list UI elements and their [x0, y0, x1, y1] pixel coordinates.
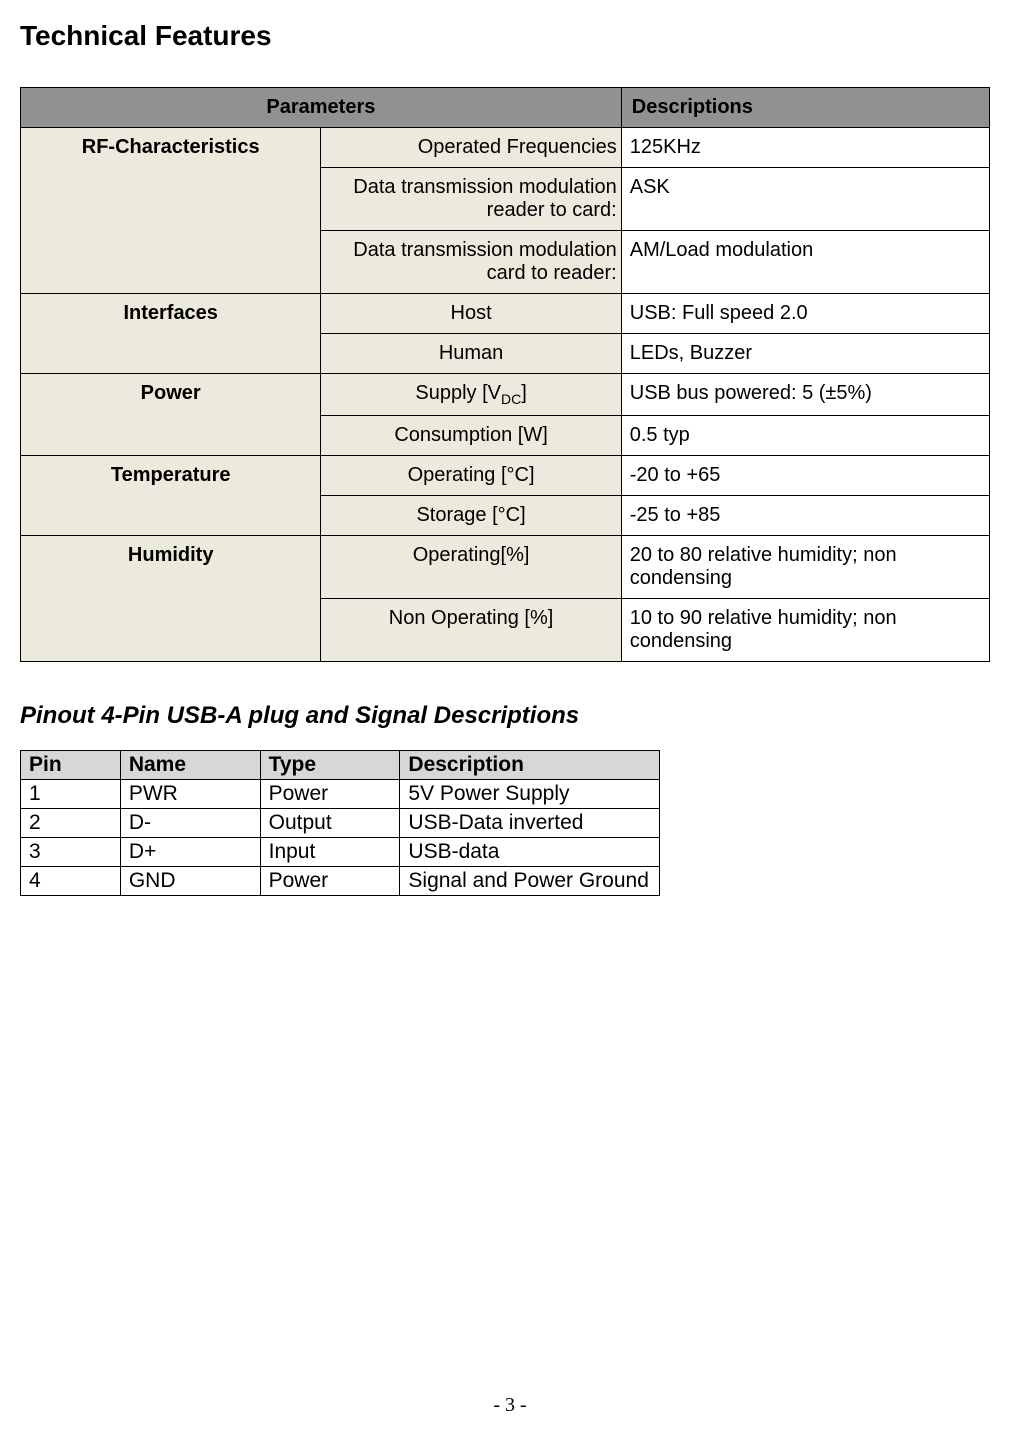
page-number: - 3 - — [0, 1394, 1020, 1417]
category-cell: RF-Characteristics — [21, 128, 321, 294]
param-cell: Supply [VDC] — [321, 374, 621, 416]
type-cell: Output — [260, 809, 400, 838]
desc-cell: AM/Load modulation — [621, 231, 989, 294]
table-row: Power Supply [VDC] USB bus powered: 5 (±… — [21, 374, 990, 416]
param-cell: Operated Frequencies — [321, 128, 621, 168]
page-title: Technical Features — [20, 20, 990, 52]
table-row: RF-Characteristics Operated Frequencies … — [21, 128, 990, 168]
desc-cell: USB-Data inverted — [400, 809, 660, 838]
type-cell: Power — [260, 867, 400, 896]
param-cell: Human — [321, 334, 621, 374]
desc-cell: LEDs, Buzzer — [621, 334, 989, 374]
name-cell: D+ — [120, 838, 260, 867]
table-row: Humidity Operating[%] 20 to 80 relative … — [21, 536, 990, 599]
spec-header-parameters: Parameters — [21, 88, 622, 128]
desc-cell: USB: Full speed 2.0 — [621, 294, 989, 334]
table-row: 2 D- Output USB-Data inverted — [21, 809, 660, 838]
table-row: 3 D+ Input USB-data — [21, 838, 660, 867]
table-row: Interfaces Host USB: Full speed 2.0 — [21, 294, 990, 334]
type-cell: Input — [260, 838, 400, 867]
desc-cell: USB-data — [400, 838, 660, 867]
desc-cell: -25 to +85 — [621, 496, 989, 536]
category-cell: Power — [21, 374, 321, 456]
category-cell: Humidity — [21, 536, 321, 662]
spec-header-descriptions: Descriptions — [621, 88, 989, 128]
category-cell: Temperature — [21, 456, 321, 536]
param-cell: Storage [°C] — [321, 496, 621, 536]
pinout-header-type: Type — [260, 751, 400, 780]
pinout-header-name: Name — [120, 751, 260, 780]
pinout-header-pin: Pin — [21, 751, 121, 780]
param-cell: Consumption [W] — [321, 416, 621, 456]
desc-cell: 10 to 90 relative humidity; non condensi… — [621, 599, 989, 662]
desc-cell: Signal and Power Ground — [400, 867, 660, 896]
pin-cell: 4 — [21, 867, 121, 896]
pinout-header-desc: Description — [400, 751, 660, 780]
desc-cell: USB bus powered: 5 (±5%) — [621, 374, 989, 416]
type-cell: Power — [260, 780, 400, 809]
name-cell: PWR — [120, 780, 260, 809]
desc-cell: 125KHz — [621, 128, 989, 168]
param-cell: Data transmission modulation reader to c… — [321, 168, 621, 231]
desc-cell: 20 to 80 relative humidity; non condensi… — [621, 536, 989, 599]
param-cell: Non Operating [%] — [321, 599, 621, 662]
param-cell: Data transmission modulation card to rea… — [321, 231, 621, 294]
category-cell: Interfaces — [21, 294, 321, 374]
pinout-header-row: Pin Name Type Description — [21, 751, 660, 780]
subheading: Pinout 4-Pin USB-A plug and Signal Descr… — [20, 702, 990, 730]
spec-table: Parameters Descriptions RF-Characteristi… — [20, 87, 990, 662]
pin-cell: 2 — [21, 809, 121, 838]
table-row: 1 PWR Power 5V Power Supply — [21, 780, 660, 809]
param-cell: Operating[%] — [321, 536, 621, 599]
pin-cell: 1 — [21, 780, 121, 809]
table-row: Temperature Operating [°C] -20 to +65 — [21, 456, 990, 496]
name-cell: GND — [120, 867, 260, 896]
table-row: 4 GND Power Signal and Power Ground — [21, 867, 660, 896]
param-cell: Operating [°C] — [321, 456, 621, 496]
desc-cell: 5V Power Supply — [400, 780, 660, 809]
spec-table-header-row: Parameters Descriptions — [21, 88, 990, 128]
name-cell: D- — [120, 809, 260, 838]
param-cell: Host — [321, 294, 621, 334]
desc-cell: 0.5 typ — [621, 416, 989, 456]
pinout-table: Pin Name Type Description 1 PWR Power 5V… — [20, 750, 660, 896]
desc-cell: ASK — [621, 168, 989, 231]
desc-cell: -20 to +65 — [621, 456, 989, 496]
pin-cell: 3 — [21, 838, 121, 867]
